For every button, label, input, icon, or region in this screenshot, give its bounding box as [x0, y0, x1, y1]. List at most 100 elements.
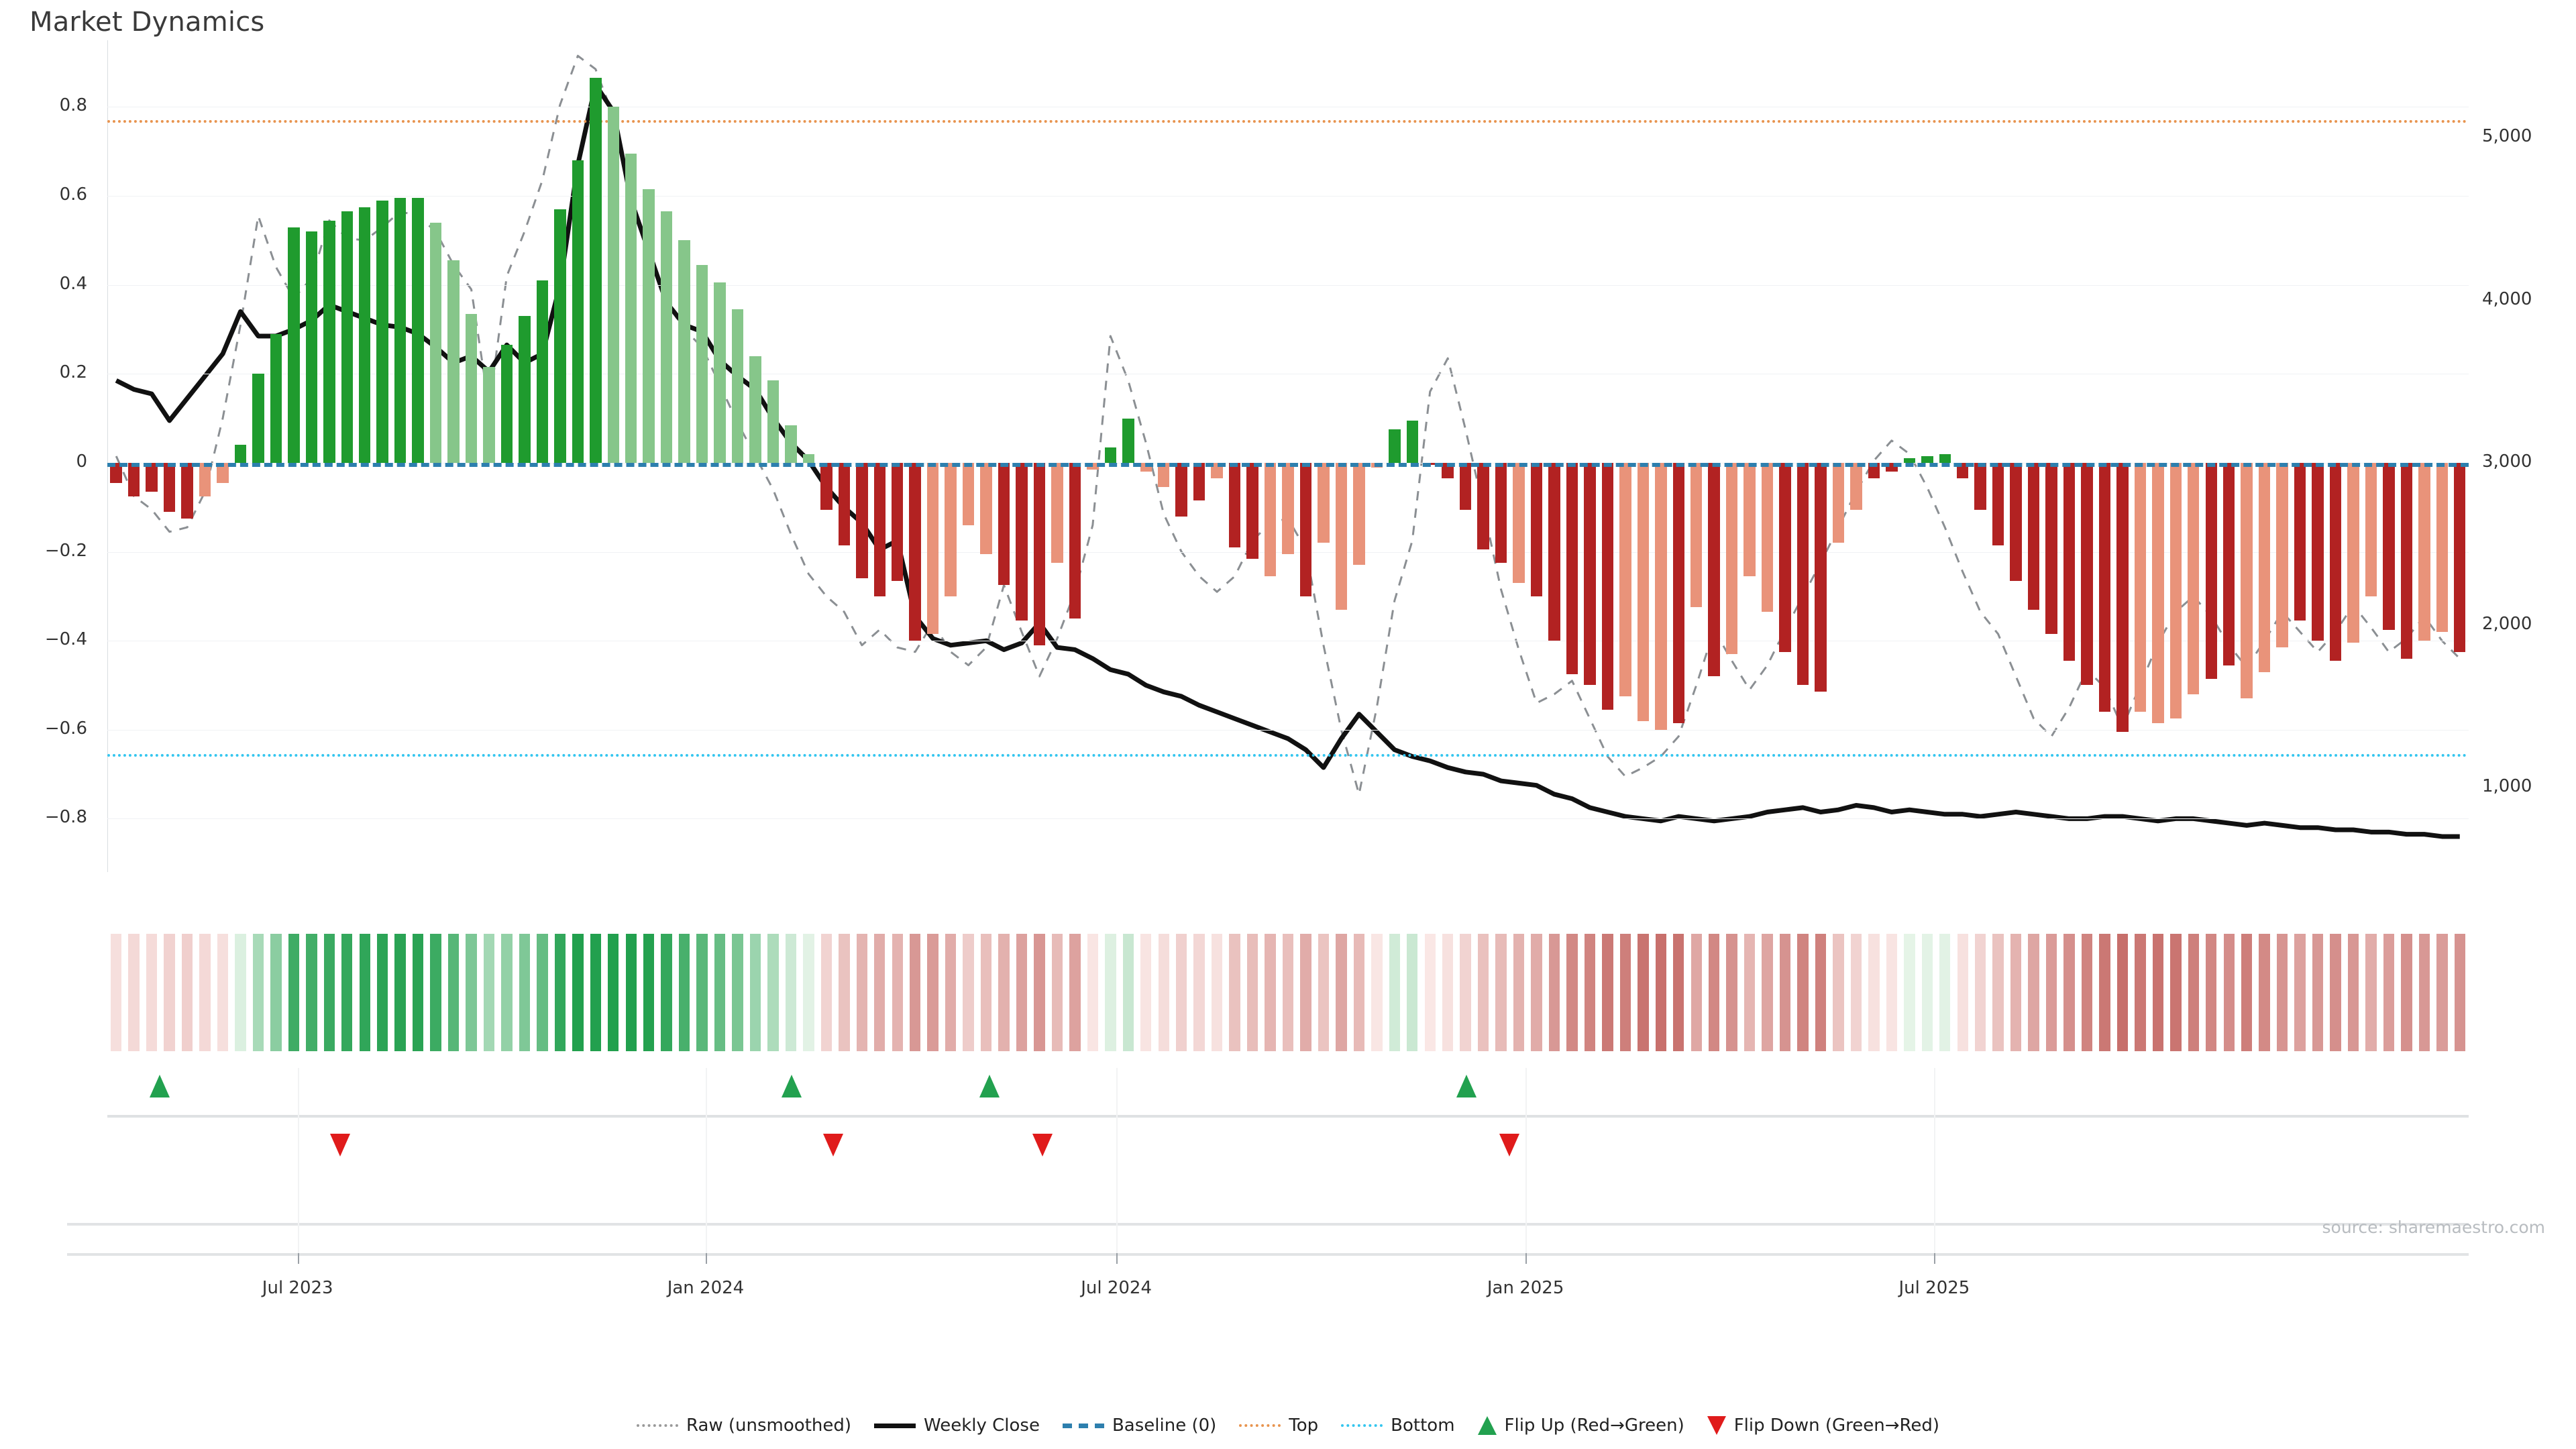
dotted-orange-line-icon — [1239, 1424, 1281, 1427]
heatmap-cell — [1690, 934, 1702, 1051]
y2-axis-tick-label: 5,000 — [2482, 126, 2532, 147]
bar — [341, 211, 353, 463]
heatmap-cell — [430, 934, 441, 1051]
flip-down-marker — [823, 1134, 844, 1157]
bar — [1974, 462, 1986, 510]
y-axis-tick-label: −0.6 — [44, 718, 87, 739]
legend-item[interactable]: Raw (unsmoothed) — [636, 1415, 851, 1436]
bar — [1299, 462, 1312, 596]
legend-item[interactable]: Bottom — [1341, 1415, 1455, 1436]
heatmap-cell — [377, 934, 388, 1051]
legend-item[interactable]: Flip Down (Green→Red) — [1707, 1415, 1939, 1436]
legend-label: Bottom — [1391, 1415, 1455, 1436]
bar — [1282, 462, 1294, 554]
gridline-y — [107, 729, 2469, 731]
bar — [1655, 462, 1667, 730]
bar — [785, 425, 797, 463]
bar — [590, 78, 602, 463]
top-reference-line — [107, 120, 2469, 123]
heatmap-cell — [1992, 934, 2004, 1051]
heatmap-cell — [1246, 934, 1258, 1051]
bar — [1513, 462, 1525, 583]
bar — [749, 356, 761, 463]
x-gridline — [1525, 1068, 1527, 1256]
heatmap-cell — [1886, 934, 1898, 1051]
bar — [2188, 462, 2200, 694]
bar — [1725, 462, 1738, 655]
bar — [660, 211, 673, 463]
heatmap-cell — [1797, 934, 1809, 1051]
bar — [926, 462, 939, 635]
heatmap-cell — [341, 934, 353, 1051]
bar — [2365, 462, 2377, 596]
bar — [1246, 462, 1258, 559]
y-axis-tick-label: 0.4 — [59, 273, 87, 294]
heatmap-cell — [2330, 934, 2341, 1051]
legend-label: Weekly Close — [924, 1415, 1040, 1436]
bar — [2276, 462, 2288, 648]
heatmap-cell — [608, 934, 619, 1051]
bar — [1228, 462, 1241, 547]
bar — [2045, 462, 2057, 635]
heatmap-cell — [2063, 934, 2075, 1051]
heatmap-cell — [1655, 934, 1666, 1051]
series-overlay — [115, 54, 2461, 839]
heatmap-cell — [1122, 934, 1134, 1051]
bar — [962, 462, 975, 525]
x-gridline — [1934, 1068, 1936, 1256]
heatmap-cell — [980, 934, 992, 1051]
bar — [1069, 462, 1081, 619]
bar — [678, 240, 690, 463]
heatmap-cell — [270, 934, 282, 1051]
heatmap-cell — [1673, 934, 1684, 1051]
x-axis-tick-label: Jan 2024 — [667, 1278, 745, 1298]
dotted-cyan-line-icon — [1341, 1424, 1383, 1427]
bar — [2205, 462, 2217, 679]
heatmap-cell — [2028, 934, 2039, 1051]
legend-item[interactable]: Baseline (0) — [1062, 1415, 1216, 1436]
bar — [1495, 462, 1507, 564]
heatmap-cell — [1229, 934, 1240, 1051]
bar — [1122, 418, 1134, 463]
heatmap-cell — [466, 934, 477, 1051]
heatmap-cell — [785, 934, 797, 1051]
x-axis-tick — [1525, 1253, 1527, 1264]
bottom-reference-line — [107, 754, 2469, 757]
bar — [607, 107, 619, 463]
flip-down-marker — [329, 1134, 350, 1157]
heatmap-cell — [1833, 934, 1844, 1051]
heatmap-cell — [998, 934, 1010, 1051]
x-axis-tick-label: Jul 2025 — [1898, 1278, 1970, 1298]
heatmap-cell — [1708, 934, 1720, 1051]
bar — [2294, 462, 2306, 621]
heatmap-cell — [696, 934, 708, 1051]
heatmap-cell — [1105, 934, 1116, 1051]
bar — [1566, 462, 1578, 674]
heatmap-cell — [217, 934, 229, 1051]
gridline-y — [107, 196, 2469, 197]
bar — [163, 462, 176, 512]
bar — [856, 462, 868, 579]
legend-item[interactable]: Top — [1239, 1415, 1318, 1436]
heatmap-cell — [483, 934, 495, 1051]
dotted-gray-line-icon — [636, 1424, 678, 1427]
main-plot-area — [107, 40, 2469, 872]
heatmap-cell — [2276, 934, 2288, 1051]
legend-item[interactable]: Flip Up (Red→Green) — [1477, 1415, 1684, 1436]
bar — [1264, 462, 1277, 577]
bar — [554, 209, 566, 463]
y2-axis-tick-label: 2,000 — [2482, 613, 2532, 634]
bar — [1761, 462, 1774, 612]
bar — [873, 462, 885, 596]
heatmap-cell — [2418, 934, 2430, 1051]
lower-rule-1 — [67, 1223, 2469, 1226]
heatmap-cell — [128, 934, 140, 1051]
bar — [2454, 462, 2466, 652]
legend-item[interactable]: Weekly Close — [874, 1415, 1040, 1436]
y-axis-tick-label: −0.4 — [44, 629, 87, 650]
heatmap-cell — [1566, 934, 1578, 1051]
heatmap-cell — [820, 934, 833, 1051]
heatmap-cell — [2347, 934, 2359, 1051]
heatmap-cell — [2188, 934, 2199, 1051]
heatmap-cell — [537, 934, 548, 1051]
